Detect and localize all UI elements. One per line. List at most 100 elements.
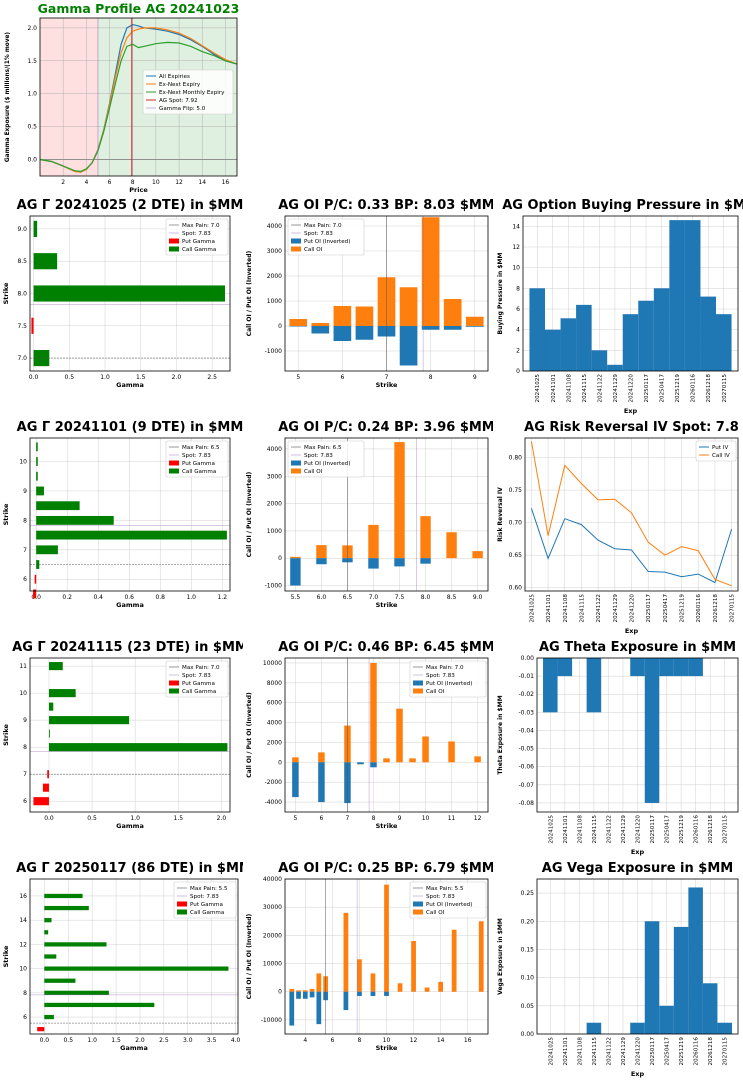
y-tick-label: 8 [23, 517, 27, 524]
legend-label: Call Gamma [182, 247, 216, 253]
x-tick-label: 12 [474, 815, 482, 822]
exposure-bar [544, 329, 561, 371]
y-tick-label: 8.5 [17, 258, 27, 265]
x-tick-label: 8.0 [421, 594, 431, 601]
legend-box [173, 881, 237, 919]
axes-frame [284, 657, 489, 813]
gamma-20250117-chart: AG Γ 20250117 (86 DTE) in $MM 0.0 0.5 1.0 1.… [2, 861, 243, 1052]
exposure-bar [716, 314, 732, 371]
oi-20250117-chart: AG OI P/C: 0.25 BP: 6.79 $MM 4 6 8 10 12 14 16 -… [246, 861, 493, 1052]
put-oi-bar [420, 558, 431, 564]
legend: Put IV Call IV [695, 440, 737, 462]
legend-swatch [169, 238, 179, 244]
x-tick-label: 14 [437, 1037, 445, 1044]
x-tick-label: 20270115 [723, 815, 729, 844]
x-axis-label: Price [129, 186, 148, 194]
call-gamma-bar [44, 893, 83, 899]
x-tick-label: 0.5 [87, 815, 97, 822]
x-tick-label: 20241129 [613, 374, 619, 403]
y-tick-label: 8 [23, 744, 27, 751]
call-gamma-bar [36, 545, 58, 555]
legend: Max Pain: 7.0 Spot: 7.83 Put Gamma Call Gam… [165, 660, 229, 698]
series-line [39, 27, 238, 173]
legend-label: Call Gamma [182, 469, 216, 475]
y-tick-label: 10 [512, 265, 520, 272]
x-tick-label: 8.5 [447, 594, 457, 601]
call-oi-bar [343, 912, 349, 992]
legend-label: Spot: 7.83 [182, 231, 211, 237]
y-tick-label: -1000 [265, 583, 283, 590]
y-tick-label: 8000 [267, 680, 282, 687]
call-gamma-bar [44, 905, 89, 911]
put-gamma-bar [42, 783, 49, 792]
legend-box [165, 440, 229, 478]
legend-box [695, 440, 737, 462]
x-tick-label: 10 [152, 179, 160, 186]
call-oi-bar [474, 756, 481, 763]
x-axis-label: Gamma [116, 381, 144, 389]
legend-swatch [177, 909, 187, 915]
x-tick-label: 20241129 [613, 594, 619, 623]
y-tick-label: 0 [278, 555, 282, 562]
exposure-bar [702, 983, 718, 1034]
x-axis-label: Exp [631, 1070, 645, 1078]
y-tick-label: 0 [278, 323, 282, 330]
y-tick-label: 0.5 [27, 124, 37, 131]
y-tick-label: -0.05 [518, 746, 534, 753]
x-tick-label: 20261218 [708, 1037, 714, 1066]
y-tick-label: -0.03 [518, 709, 534, 716]
exposure-bar [560, 318, 577, 371]
x-tick-label: 0.0 [31, 594, 41, 601]
legend-label: Max Pain: 6.5 [304, 445, 342, 451]
call-oi-bar [443, 299, 462, 326]
series-line [39, 41, 238, 173]
put-oi-bar [309, 991, 315, 998]
put-oi-bar [384, 991, 389, 996]
vega-exposure-chart: AG Vega Exposure in $MM 0.00 0.05 0.10 0.15 0… [497, 861, 739, 1078]
axes-frame [29, 437, 231, 592]
legend-label: Max Pain: 6.5 [182, 445, 220, 451]
call-gamma-bar [48, 689, 76, 698]
call-oi-bar [451, 929, 457, 992]
legend-label: Spot: 7.83 [426, 894, 455, 900]
x-tick-label: 8 [131, 179, 135, 186]
call-gamma-bar [36, 501, 80, 511]
y-tick-label: 2.0 [27, 25, 37, 32]
call-oi-bar [384, 884, 389, 992]
put-oi-bar [355, 326, 374, 340]
legend-label: Call IV [712, 453, 730, 459]
exposure-bar [659, 658, 674, 677]
exposure-bar [576, 304, 592, 371]
call-oi-bar [357, 959, 362, 992]
legend-label: Spot: 7.83 [182, 673, 211, 679]
call-gamma-bar [33, 350, 50, 367]
call-oi-bar [422, 736, 429, 763]
put-oi-bar [465, 326, 484, 327]
x-tick-label: 0.8 [155, 594, 165, 601]
legend-label: Put IV [712, 445, 728, 451]
oi-20241115-chart: AG OI P/C: 0.46 BP: 6.45 $MM 5 6 7 8 9 10 11 12 -… [246, 640, 493, 830]
legend-box [165, 218, 229, 256]
exposure-bar [557, 658, 573, 677]
y-tick-label: 6 [23, 1014, 27, 1021]
y-tick-label: 10 [19, 966, 27, 973]
x-tick-label: 20260116 [694, 815, 700, 844]
x-tick-label: 12 [175, 179, 183, 186]
x-tick-label: 20250117 [650, 815, 656, 844]
y-tick-label: 6 [23, 576, 27, 583]
call-oi-bar [478, 921, 484, 992]
y-tick-label: 30000 [263, 904, 282, 911]
exposure-bar [607, 364, 623, 371]
x-tick-label: 20241108 [566, 374, 572, 403]
y-tick-label: -0.06 [518, 764, 534, 771]
y-tick-label: 0 [516, 368, 520, 375]
y-axis-label: Strike [2, 945, 10, 967]
x-tick-label: 20241220 [629, 374, 635, 403]
y-tick-label: 10 [19, 459, 27, 466]
x-tick-label: 10 [383, 1037, 391, 1044]
legend-swatch [169, 246, 179, 252]
call-gamma-bar [48, 702, 54, 711]
y-tick-label: 0.80 [509, 455, 523, 462]
x-tick-label: 4 [303, 1037, 307, 1044]
y-axis-label: Call OI / Put OI (Inverted) [246, 250, 253, 336]
